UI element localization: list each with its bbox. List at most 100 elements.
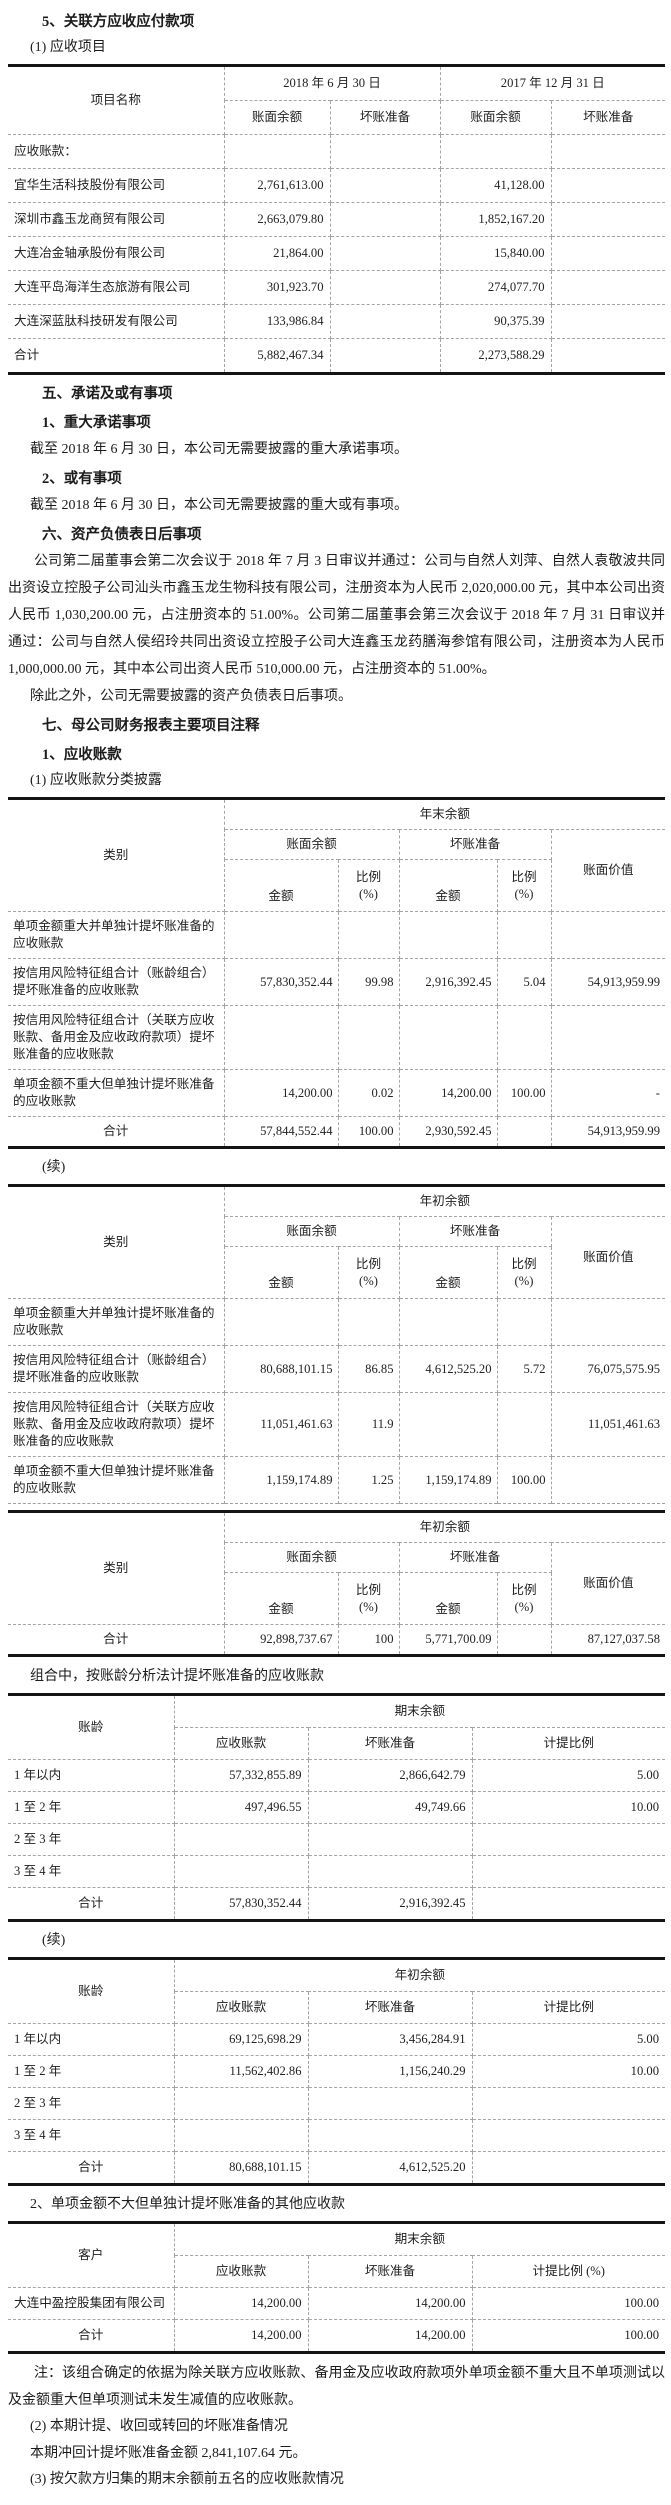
table-row: 按信用风险特征组合计（账龄组合）提坏账准备的应收账款 57,830,352.44… [8,958,665,1006]
empty-cell [439,134,552,169]
book-value-cell [550,911,665,959]
amount-cell [173,1823,309,1856]
table-header-row: 金额 比例 (%) 金额 比例 (%) [8,1246,665,1299]
table-row: 2 至 3 年 [8,1823,665,1856]
ratio-cell [496,911,552,959]
table-header-row: 账面余额 坏账准备 账面价值 [8,829,665,912]
table-row: 单项金额不重大但单独计提坏账准备的应收账款 14,200.00 0.02 14,… [8,1069,665,1117]
header-cell-period: 年初余额 [223,1511,665,1543]
table-group-row: 应收账款： [8,134,665,169]
amount-cell [223,1005,339,1070]
book-value-cell: 54,913,959.99 [550,958,665,1006]
book-value-cell: 11,051,461.63 [550,1392,665,1457]
table-header-row: 账龄 期末余额 [8,1694,665,1760]
amount-cell: 3,456,284.91 [307,2023,473,2056]
amount-cell [398,1298,498,1346]
ratio-cell [471,1823,665,1856]
amount-cell [223,1298,339,1346]
table-total-row: 合计 92,898,737.67 100 5,771,700.09 87,127… [8,1624,665,1656]
aging-cell: 1 年以内 [8,1759,175,1792]
paragraph-bad-debt-reversal: 本期冲回计提坏账准备金额 2,841,107.64 元。 [30,2446,307,2461]
amount-cell [398,1005,498,1070]
ratio-cell [496,1624,552,1656]
book-value-cell [550,1298,665,1346]
header-cell-ar: 应收账款 [174,2255,309,2288]
header-ratio-line2: (%) [359,886,378,901]
total-label-cell: 合计 [8,2319,175,2353]
table-row: 大连深蓝肽科技研发有限公司 133,986.84 90,375.39 [8,304,665,339]
ratio-cell [471,2119,665,2152]
header-cell-category: 类别 [8,798,225,912]
table-row: 1 至 2 年 11,562,402.86 1,156,240.29 10.00 [8,2055,665,2088]
amount-cell: 80,688,101.15 [223,1345,339,1393]
book-value-cell: 76,075,575.95 [550,1345,665,1393]
table-row: 按信用风险特征组合计（关联方应收账款、备用金及应收政府款项）提坏账准备的应收账款… [8,1392,665,1457]
amount-cell [307,1823,473,1856]
header-cell-category: 类别 [8,1185,225,1299]
header-cell-date-2018: 2018 年 6 月 30 日 [223,65,441,101]
section-5-item-receivables: (1) 应收项目 [30,40,106,55]
table-row: 深圳市鑫玉龙商贸有限公司 2,663,079.80 1,852,167.20 [8,202,665,237]
amount-cell: 497,496.55 [173,1791,309,1824]
category-cell: 单项金额不重大但单独计提坏账准备的应收账款 [8,1069,225,1117]
header-ratio-line1: 比例 [355,1256,382,1271]
ratio-cell [471,2087,665,2120]
ar-classification-yearbegin-table: 类别 年初余额 账面余额 坏账准备 账面价值 金额 比例 (%) 金额 比例 (… [8,1184,665,1504]
table-header-row: 客户 期末余额 [8,2222,665,2288]
amount-cell [398,1392,498,1457]
amount-cell: 11,562,402.86 [173,2055,309,2088]
header-ratio-line2: (%) [514,886,534,901]
header-cell-balance: 账面余额 [224,1216,400,1247]
amount-cell [329,168,441,203]
amount-cell: 4,612,525.20 [398,1345,498,1393]
total-label-cell: 合计 [8,1116,225,1148]
amount-cell: 1,852,167.20 [439,202,552,237]
paragraph-post-balance-events: 公司第二届董事会第二次会议于 2018 年 7 月 3 日审议并通过：公司与自然… [8,554,665,677]
continued-label: (续) [42,1160,66,1175]
amount-cell [329,270,441,305]
table-header-row: 账龄 年初余额 [8,1958,665,2024]
amount-cell [550,202,665,237]
amount-cell: 90,375.39 [439,304,552,339]
table-header-row: 类别 年末余额 [8,798,665,912]
header-cell-amount: 金额 [398,1246,498,1299]
table-row: 单项金额重大并单独计提坏账准备的应收账款 [8,1298,665,1346]
amount-cell: 2,273,588.29 [439,338,552,374]
amount-cell [329,304,441,339]
table-header-row: 金额 比例 (%) 金额 比例 (%) [8,859,665,912]
amount-cell: 14,200.00 [173,2319,309,2353]
category-cell: 单项金额重大并单独计提坏账准备的应收账款 [8,911,225,959]
amount-cell: 2,761,613.00 [223,168,331,203]
aging-cell: 1 年以内 [8,2023,175,2056]
amount-cell: 57,844,552.44 [223,1116,339,1148]
category-cell: 单项金额重大并单独计提坏账准备的应收账款 [8,1298,225,1346]
amount-cell: 80,688,101.15 [173,2151,309,2185]
table-row: 单项金额不重大但单独计提坏账准备的应收账款 1,159,174.89 1.25 … [8,1456,665,1504]
table-header-row: 应收账款 坏账准备 计提比例 [8,1991,665,2024]
ratio-cell: 5.04 [496,958,552,1006]
ratio-cell [337,1005,400,1070]
header-cell-amount: 金额 [398,1572,498,1625]
header-ratio-line2: (%) [359,1599,378,1614]
header-ratio-line1: 比例 [511,1582,537,1597]
category-cell: 按信用风险特征组合计（关联方应收账款、备用金及应收政府款项）提坏账准备的应收账款 [8,1392,225,1457]
table-total-row: 合计 80,688,101.15 4,612,525.20 [8,2151,665,2185]
header-cell-balance: 账面余额 [224,100,331,135]
header-cell-book-value: 账面价值 [550,1542,665,1625]
total-label-cell: 合计 [8,1887,175,1921]
category-cell: 按信用风险特征组合计（账龄组合）提坏账准备的应收账款 [8,1345,225,1393]
header-cell-ratio: 比例 (%) [496,859,551,912]
amount-cell: 57,830,352.44 [223,958,339,1006]
subsection-other-receivables: 2、单项金额不大但单独计提坏账准备的其他应收款 [30,2197,345,2212]
header-cell-bad-debt: 坏账准备 [307,1727,473,1760]
header-cell-provision-ratio: 计提比例 [471,1727,665,1760]
amount-cell: 1,159,174.89 [223,1456,339,1504]
amount-cell [307,1855,473,1888]
section-commitments-title: 五、承诺及或有事项 [42,386,173,402]
amount-cell [398,911,498,959]
header-cell-amount: 金额 [224,1246,339,1299]
aging-cell: 3 至 4 年 [8,2119,175,2152]
subsection-major-commitments: 1、重大承诺事项 [42,415,151,431]
header-cell-ratio: 比例 (%) [337,859,400,912]
total-label-cell: 合计 [8,1624,225,1656]
